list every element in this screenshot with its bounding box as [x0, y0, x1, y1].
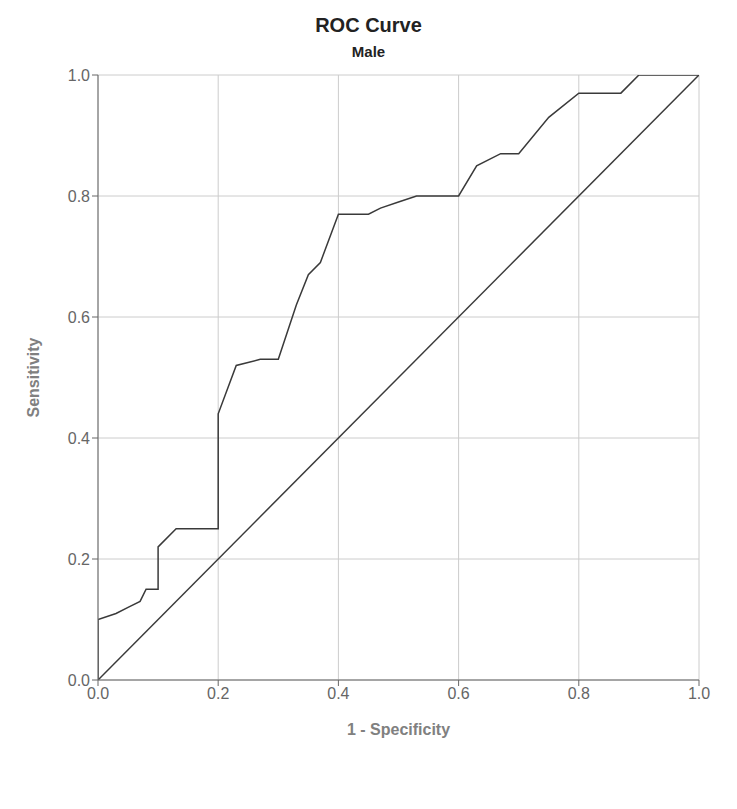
svg-text:0.0: 0.0	[87, 685, 109, 702]
svg-text:1.0: 1.0	[688, 685, 710, 702]
html-text:ROC Curve: ROC Curve	[315, 14, 422, 36]
svg-text:0.8: 0.8	[68, 188, 90, 205]
svg-text:0.8: 0.8	[568, 685, 590, 702]
svg-text:0.2: 0.2	[207, 685, 229, 702]
svg-text:0.6: 0.6	[447, 685, 469, 702]
svg-text:1 - Specificity: 1 - Specificity	[347, 721, 450, 738]
svg-text:1.0: 1.0	[68, 67, 90, 84]
svg-text:0.2: 0.2	[68, 551, 90, 568]
svg-text:0.4: 0.4	[327, 685, 349, 702]
svg-text:0.6: 0.6	[68, 309, 90, 326]
svg-text:0.4: 0.4	[68, 430, 90, 447]
svg-text:0.0: 0.0	[68, 672, 90, 689]
html-text:Male: Male	[351, 43, 386, 60]
svg-text:Sensitivity: Sensitivity	[25, 337, 42, 417]
